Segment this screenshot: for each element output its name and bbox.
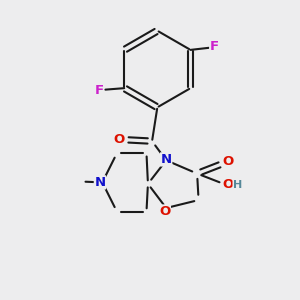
Text: N: N — [160, 153, 172, 166]
Text: F: F — [210, 40, 219, 53]
Text: F: F — [94, 84, 104, 97]
Text: O: O — [159, 205, 170, 218]
Text: O: O — [223, 155, 234, 168]
Text: H: H — [233, 180, 242, 190]
Text: N: N — [94, 176, 106, 189]
Text: O: O — [113, 133, 124, 146]
Text: O: O — [222, 178, 234, 191]
